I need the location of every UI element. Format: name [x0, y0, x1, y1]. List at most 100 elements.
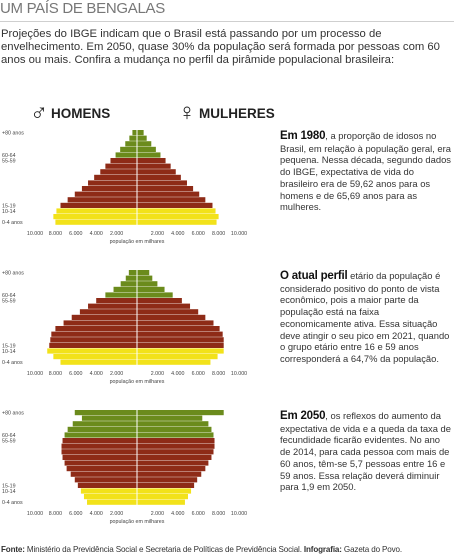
bar-women-5-9	[137, 494, 188, 500]
bar-men-55-59	[62, 438, 137, 444]
bar-women-45-49	[137, 309, 199, 315]
x-tick-label: 8.000	[49, 371, 62, 377]
bar-men-40-44	[94, 174, 137, 180]
x-tick-label: 10.000	[27, 231, 43, 237]
bar-men-65-69	[120, 146, 137, 152]
bar-women-30-34	[137, 186, 194, 192]
source-label: Fonte:	[1, 545, 25, 554]
x-tick-label: 10.000	[231, 511, 247, 517]
bar-men-40-44	[62, 454, 137, 460]
bar-women-30-34	[137, 326, 220, 332]
bar-men-50-54	[88, 303, 137, 309]
x-tick-label: 2.000	[151, 231, 164, 237]
bar-women-35-39	[137, 320, 214, 326]
bar-men-10-14	[47, 348, 137, 354]
bar-men-65-69	[113, 286, 137, 292]
x-tick-label: 6.000	[192, 231, 205, 237]
age-label: 15-19	[2, 343, 16, 349]
bar-men-40-44	[71, 314, 137, 320]
description-1980: Em 1980, a proporção de idosos no Brasil…	[280, 130, 452, 213]
x-tick-label: 8.000	[212, 371, 225, 377]
bar-men-20-24	[74, 477, 137, 483]
bar-women-75-79	[137, 135, 147, 141]
bar-women-60-64	[137, 152, 161, 158]
bar-men-30-34	[66, 466, 137, 472]
bar-men-25-29	[74, 191, 137, 197]
x-tick-label: 8.000	[49, 511, 62, 517]
bar-men-20-24	[67, 197, 137, 203]
age-label: 60-64	[2, 293, 16, 299]
age-label: 0-4 anos	[2, 500, 23, 506]
bar-men-75-79	[81, 415, 137, 421]
bar-women-40-44	[137, 454, 212, 460]
bar-men-75-79	[125, 275, 137, 281]
legend-women: ♀ MULHERES	[178, 99, 275, 126]
bar-women-25-29	[137, 331, 223, 337]
bar-men-10-14	[80, 488, 137, 494]
age-label: +80 anos	[2, 270, 24, 276]
female-symbol-icon: ♀	[178, 99, 196, 126]
x-tick-label: 10.000	[27, 371, 43, 377]
bar-men-0-4 anos	[60, 359, 137, 365]
legend-men-label: HOMENS	[51, 105, 111, 121]
bar-men-55-59	[110, 158, 137, 164]
x-tick-label: 4.000	[171, 231, 184, 237]
x-tick-label: 2.000	[151, 371, 164, 377]
x-tick-label: 6.000	[69, 371, 82, 377]
infographic-text: Gazeta do Povo.	[341, 545, 402, 554]
bar-men-5-9	[53, 354, 137, 360]
x-tick-label: 4.000	[90, 371, 103, 377]
bar-women-75-79	[137, 415, 203, 421]
bar-women-40-44	[137, 174, 181, 180]
bar-men-35-39	[88, 180, 137, 186]
x-tick-label: 6.000	[192, 511, 205, 517]
description-text: , a proporção de idosos no Brasil, em re…	[280, 130, 451, 213]
title-divider	[0, 21, 454, 22]
bar-women-35-39	[137, 180, 187, 186]
age-label: 60-64	[2, 433, 16, 439]
bar-women-60-64	[137, 292, 173, 298]
bar-men-+80 anos	[74, 410, 137, 416]
x-axis-unit: população em milhares	[110, 239, 165, 245]
x-tick-label: 2.000	[110, 231, 123, 237]
age-label: 55-59	[2, 298, 16, 304]
bar-men-30-34	[81, 186, 137, 192]
bar-women-25-29	[137, 191, 200, 197]
x-tick-label: 10.000	[231, 231, 247, 237]
bar-men-5-9	[83, 494, 137, 500]
x-tick-label: 6.000	[69, 511, 82, 517]
age-label: 15-19	[2, 203, 16, 209]
x-tick-label: 6.000	[69, 231, 82, 237]
x-tick-label: 10.000	[27, 511, 43, 517]
bar-women-50-54	[137, 443, 215, 449]
age-label: +80 anos	[2, 410, 24, 416]
bar-men-35-39	[63, 320, 138, 326]
x-axis-unit: população em milhares	[110, 519, 165, 525]
description-lead: Em 2050	[280, 410, 326, 422]
x-tick-label: 4.000	[90, 511, 103, 517]
bar-men-25-29	[51, 331, 137, 337]
bar-women-15-19	[137, 202, 213, 208]
bar-men-15-19	[49, 342, 137, 348]
bar-men-70-74	[72, 421, 137, 427]
bar-women-5-9	[137, 214, 219, 220]
bar-men-70-74	[125, 141, 137, 147]
bar-women-65-69	[137, 146, 156, 152]
description-lead: Em 1980	[280, 130, 326, 142]
bar-women-70-74	[137, 421, 209, 427]
bar-women-0-4 anos	[137, 219, 217, 225]
bar-women-35-39	[137, 460, 209, 466]
bar-men-75-79	[129, 135, 137, 141]
x-tick-label: 4.000	[90, 231, 103, 237]
bar-women-75-79	[137, 275, 153, 281]
bar-women-0-4 anos	[137, 359, 211, 365]
bar-men-50-54	[105, 163, 137, 169]
bar-men-0-4 anos	[55, 219, 137, 225]
bar-women-55-59	[137, 298, 182, 304]
bar-women-+80 anos	[137, 130, 144, 136]
age-label: 55-59	[2, 158, 16, 164]
bar-men-60-64	[64, 432, 137, 438]
bar-women-15-19	[137, 482, 195, 488]
